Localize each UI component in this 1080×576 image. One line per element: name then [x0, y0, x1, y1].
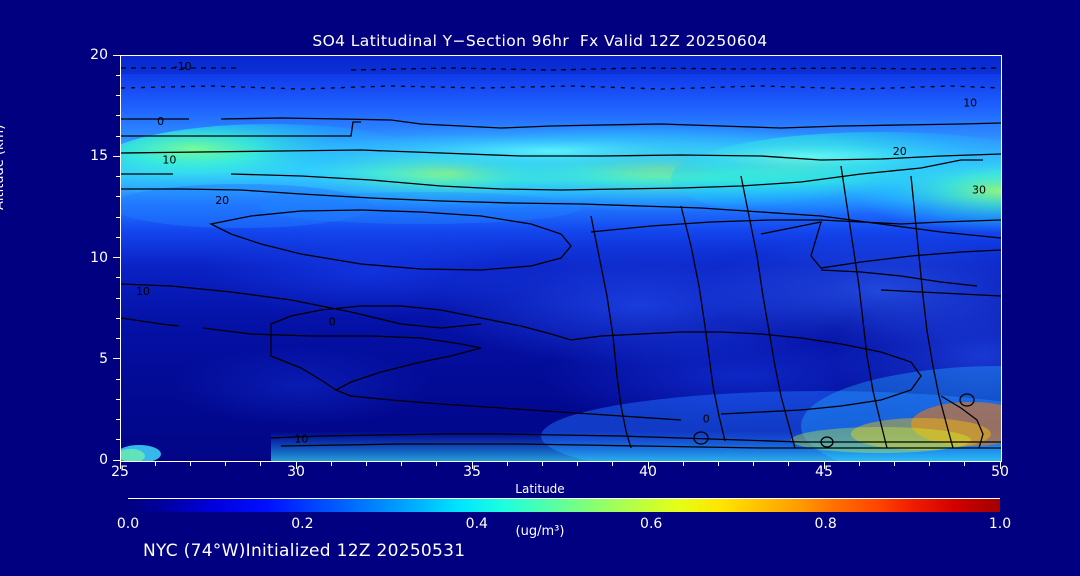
figure-title: SO4 Latitudinal Y−Section 96hr Fx Valid … [312, 32, 768, 50]
x-axis-major-tick [823, 461, 825, 469]
y-axis-minor-tick [116, 216, 120, 218]
y-axis-minor-tick [116, 398, 120, 400]
colorbar-tick-label: 0.4 [465, 516, 488, 532]
plot-area: -10 0 10 20 10 0 10 10 20 30 0 [120, 55, 1002, 462]
contour-label: 0 [157, 115, 164, 128]
y-axis-tick-label: 10 [90, 249, 108, 266]
x-axis-minor-tick [929, 461, 931, 466]
x-axis-minor-tick [717, 461, 719, 466]
contour-label: 10 [294, 433, 308, 446]
x-axis-minor-tick [612, 461, 614, 466]
colorbar-tick-label: 0.6 [640, 516, 663, 532]
y-axis-minor-tick [116, 196, 120, 198]
y-axis-minor-tick [116, 176, 120, 177]
initialization-label: NYC (74°W)Initialized 12Z 20250531 [143, 541, 466, 561]
x-axis-minor-tick [401, 461, 403, 466]
y-axis-tick-label: 20 [90, 47, 108, 63]
y-axis-major-tick [113, 155, 120, 157]
x-axis-tick-label: 40 [639, 464, 657, 480]
x-axis-minor-tick [893, 461, 895, 466]
x-axis-major-tick [999, 461, 1001, 469]
y-axis-minor-tick [116, 317, 120, 319]
x-axis-major-tick [295, 461, 297, 469]
y-axis-minor-tick [116, 419, 120, 420]
x-axis-minor-tick [753, 461, 755, 466]
y-axis-minor-tick [116, 236, 120, 238]
contour-label: 20 [893, 145, 907, 158]
contour-label: 10 [963, 97, 977, 110]
y-axis-minor-tick [116, 135, 120, 137]
x-axis-minor-tick [260, 461, 262, 466]
y-axis-tick-label: 15 [90, 148, 108, 165]
y-axis-minor-tick [116, 115, 120, 117]
y-axis-minor-tick [116, 338, 120, 339]
x-axis-tick-label: 25 [111, 464, 129, 480]
x-axis-minor-tick [506, 461, 508, 466]
y-axis-tick-label: 0 [99, 452, 108, 468]
y-axis-minor-tick [116, 74, 120, 76]
colorbar-units-label: (ug/m³) [515, 524, 565, 539]
x-axis-minor-tick [225, 461, 227, 466]
x-axis-minor-tick [682, 461, 684, 466]
x-axis-major-tick [119, 461, 121, 469]
y-axis-major-tick [113, 257, 120, 258]
x-axis-minor-tick [154, 461, 156, 466]
y-axis-major-tick [113, 459, 120, 461]
y-axis-minor-tick [116, 439, 120, 441]
x-axis-minor-tick [577, 461, 579, 466]
contour-label: 30 [972, 184, 986, 197]
x-axis-major-tick [471, 461, 473, 469]
contour-label: 10 [162, 153, 176, 166]
x-axis-minor-tick [330, 461, 332, 466]
y-axis-label: Altitude (km) [0, 124, 7, 210]
x-axis-tick-label: 35 [463, 464, 481, 480]
x-axis-minor-tick [788, 461, 790, 466]
x-axis-minor-tick [858, 461, 860, 466]
contour-label-group: -10 0 10 20 10 0 10 10 20 30 0 [136, 60, 986, 446]
contour-label: 0 [703, 412, 710, 425]
colorbar-tick-label: 0.2 [291, 516, 314, 532]
y-axis-minor-tick [116, 378, 120, 380]
x-axis-minor-tick [964, 461, 966, 466]
y-axis-major-tick [113, 358, 120, 360]
x-axis-tick-label: 30 [287, 464, 305, 480]
contour-label: -10 [174, 60, 192, 73]
contour-overlay: -10 0 10 20 10 0 10 10 20 30 0 [121, 60, 1001, 449]
y-axis-minor-tick [116, 297, 120, 299]
x-axis-minor-tick [189, 461, 191, 466]
colorbar-gradient [128, 498, 1000, 512]
colorbar-tick-label: 0.8 [814, 516, 837, 532]
x-axis-label: Latitude [515, 482, 565, 496]
colorbar-tick-label: 1.0 [988, 516, 1012, 532]
y-axis-major-tick [113, 54, 120, 56]
x-axis-minor-tick [365, 461, 367, 466]
contour-label: 10 [136, 285, 150, 298]
contour-label: 0 [329, 315, 336, 328]
contour-label: 20 [215, 194, 229, 207]
x-axis-tick-label: 50 [991, 464, 1009, 480]
x-axis-tick-label: 45 [815, 464, 833, 480]
x-axis-minor-tick [541, 461, 543, 466]
colorbar [128, 498, 1000, 512]
x-axis-minor-tick [436, 461, 438, 466]
y-axis-minor-tick [116, 277, 120, 279]
y-axis-minor-tick [116, 95, 120, 96]
colorbar-tick-label: 0.0 [116, 516, 140, 532]
x-axis-major-tick [647, 461, 649, 469]
y-axis-tick-label: 5 [99, 350, 108, 367]
